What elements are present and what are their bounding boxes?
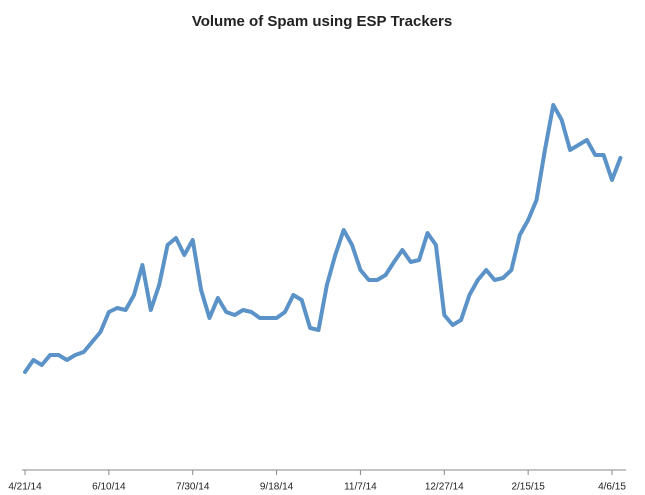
x-tick-label: 6/10/14	[92, 482, 126, 493]
x-tick-label: 11/7/14	[344, 482, 377, 493]
x-tick-label: 4/6/15	[598, 482, 626, 493]
data-line	[23, 103, 623, 374]
chart-title: Volume of Spam using ESP Trackers	[192, 13, 452, 30]
x-tick-label: 2/15/15	[511, 482, 545, 493]
x-tick-label: 4/21/14	[8, 482, 42, 493]
x-tick-label: 12/27/14	[425, 482, 464, 493]
x-tick-label: 9/18/14	[260, 482, 294, 493]
x-tick-label: 7/30/14	[176, 482, 210, 493]
